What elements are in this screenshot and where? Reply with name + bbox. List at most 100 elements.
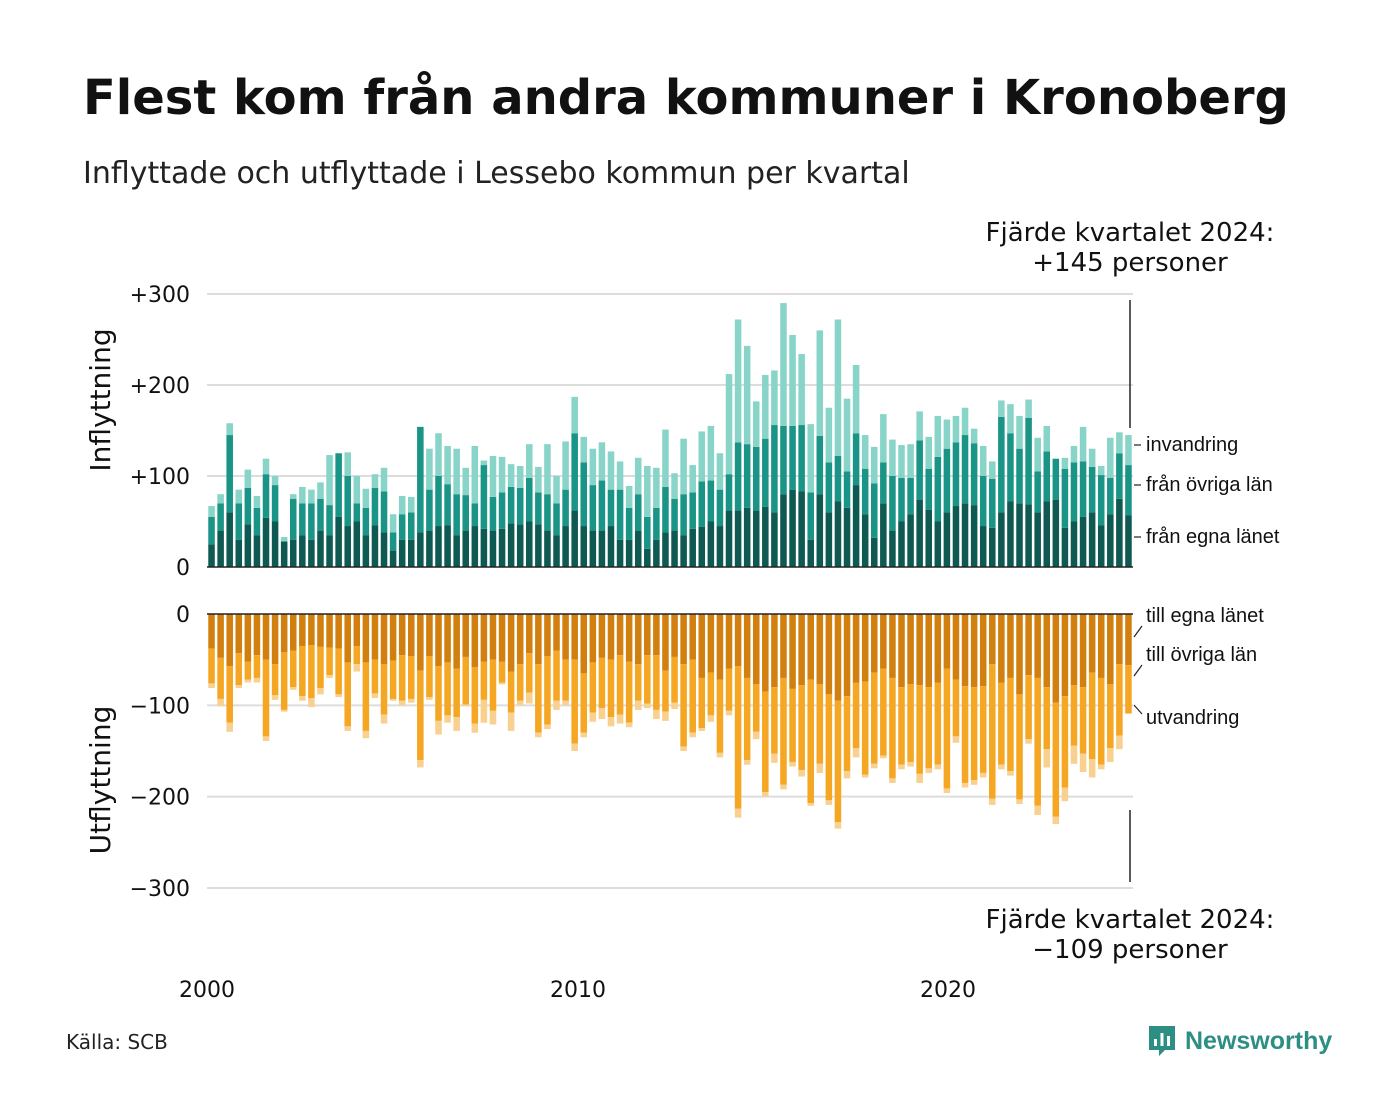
bar-inflyttning	[1043, 425, 1051, 452]
bar-utflyttning	[389, 614, 397, 661]
bar-inflyttning	[471, 503, 479, 527]
bar-inflyttning	[498, 528, 506, 567]
bar-inflyttning	[498, 456, 506, 493]
bar-utflyttning	[208, 614, 215, 649]
bar-utflyttning	[698, 614, 706, 678]
bar-utflyttning	[1088, 759, 1096, 778]
legend-label-top: från egna länet	[1146, 526, 1280, 548]
bar-utflyttning	[653, 709, 660, 720]
bar-utflyttning	[707, 672, 715, 716]
bar-utflyttning	[335, 614, 342, 649]
bar-utflyttning	[1043, 749, 1051, 768]
bar-utflyttning	[562, 700, 569, 706]
bar-utflyttning	[362, 730, 370, 739]
legend-label-bottom: till övriga län	[1146, 644, 1257, 666]
bar-inflyttning	[870, 483, 878, 538]
bar-inflyttning	[870, 446, 878, 484]
bar-utflyttning	[217, 614, 224, 658]
bar-inflyttning	[244, 469, 252, 488]
bar-utflyttning	[317, 614, 324, 647]
bar-utflyttning	[1034, 677, 1041, 806]
bar-utflyttning	[870, 672, 878, 764]
bar-utflyttning	[771, 753, 778, 763]
bar-utflyttning	[1079, 614, 1087, 688]
bar-inflyttning	[979, 445, 987, 476]
bar-utflyttning	[807, 679, 814, 804]
bar-inflyttning	[435, 433, 442, 476]
bar-inflyttning	[653, 507, 660, 540]
bar-utflyttning	[562, 614, 569, 660]
bar-utflyttning	[208, 648, 215, 684]
bar-utflyttning	[979, 686, 987, 773]
bar-utflyttning	[1107, 684, 1114, 749]
bar-inflyttning	[598, 530, 606, 567]
bar-inflyttning	[989, 478, 996, 528]
bar-utflyttning	[979, 614, 987, 687]
bar-inflyttning	[544, 530, 551, 567]
bar-inflyttning	[317, 498, 324, 531]
bar-utflyttning	[417, 614, 424, 671]
bar-inflyttning	[789, 334, 796, 426]
bar-inflyttning	[1097, 475, 1105, 526]
bar-inflyttning	[889, 476, 896, 531]
bar-inflyttning	[289, 539, 297, 567]
chart-title: Flest kom från andra kommuner i Kronober…	[83, 70, 1289, 126]
bar-inflyttning	[925, 468, 933, 510]
bar-utflyttning	[289, 687, 297, 690]
bar-inflyttning	[689, 492, 696, 529]
bar-inflyttning	[1107, 477, 1114, 515]
x-tick: 2000	[179, 978, 235, 1003]
bar-utflyttning	[526, 653, 533, 693]
bar-utflyttning	[825, 800, 833, 805]
bar-inflyttning	[1070, 462, 1078, 522]
bar-inflyttning	[389, 550, 397, 567]
bar-inflyttning	[353, 503, 361, 522]
bar-utflyttning	[961, 614, 969, 687]
bar-utflyttning	[426, 614, 433, 657]
bar-utflyttning	[1116, 664, 1123, 736]
bar-inflyttning	[653, 467, 660, 508]
bar-inflyttning	[743, 444, 751, 508]
bar-utflyttning	[280, 709, 288, 712]
bar-inflyttning	[1107, 514, 1114, 567]
bar-utflyttning	[262, 659, 270, 737]
bar-inflyttning	[680, 494, 687, 536]
bar-utflyttning	[1097, 614, 1105, 678]
bar-utflyttning	[1107, 748, 1114, 762]
bar-utflyttning	[453, 668, 460, 718]
bar-inflyttning	[1070, 521, 1078, 567]
bar-utflyttning	[671, 614, 678, 657]
bar-utflyttning	[798, 770, 805, 777]
bar-utflyttning	[253, 677, 261, 683]
bar-utflyttning	[780, 614, 787, 678]
bar-inflyttning	[489, 455, 497, 497]
bar-inflyttning	[725, 510, 733, 567]
bar-utflyttning	[861, 614, 869, 682]
bar-utflyttning	[716, 614, 724, 680]
bar-utflyttning	[1034, 805, 1041, 815]
bar-utflyttning	[299, 614, 306, 646]
annotation-top-line1: Fjärde kvartalet 2024:	[985, 218, 1275, 248]
bar-utflyttning	[553, 700, 560, 710]
y-tick-bottom: 0	[176, 603, 190, 628]
bar-utflyttning	[453, 717, 460, 731]
bar-inflyttning	[1025, 417, 1032, 505]
bar-inflyttning	[807, 492, 814, 540]
bar-utflyttning	[598, 657, 606, 709]
bar-inflyttning	[861, 468, 869, 515]
bar-utflyttning	[743, 760, 751, 765]
annotation-bottom: Fjärde kvartalet 2024: −109 personer	[980, 905, 1280, 965]
bar-utflyttning	[852, 682, 860, 749]
bar-inflyttning	[1034, 512, 1041, 567]
bar-utflyttning	[616, 714, 624, 724]
bar-inflyttning	[435, 526, 442, 567]
bar-utflyttning	[226, 722, 233, 732]
bar-inflyttning	[952, 506, 960, 567]
source-note: Källa: SCB	[66, 1030, 168, 1054]
bar-inflyttning	[580, 436, 588, 463]
bar-inflyttning	[825, 512, 833, 567]
bar-inflyttning	[1070, 445, 1078, 463]
bar-utflyttning	[834, 700, 842, 823]
bar-inflyttning	[1007, 501, 1014, 567]
bar-inflyttning	[535, 492, 542, 525]
